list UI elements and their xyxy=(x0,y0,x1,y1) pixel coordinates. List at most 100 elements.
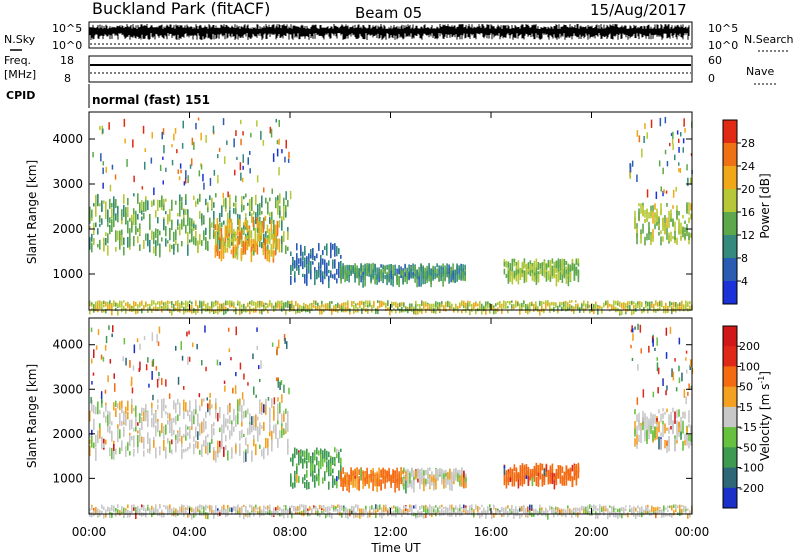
echo-cell xyxy=(386,470,388,477)
echo-cell xyxy=(199,233,201,245)
echo-cell xyxy=(217,412,219,422)
scatter-cell xyxy=(671,368,673,378)
echo-cell xyxy=(433,474,435,483)
echo-cell xyxy=(371,505,373,510)
scatter-cell xyxy=(286,341,288,349)
echo-cell xyxy=(398,275,400,288)
scatter-cell xyxy=(276,140,279,145)
echo-cell xyxy=(639,508,641,515)
echo-cell xyxy=(277,411,279,420)
echo-cell xyxy=(663,307,665,311)
echo-cell xyxy=(221,211,223,217)
echo-cell xyxy=(219,447,221,453)
echo-cell xyxy=(119,429,121,439)
echo-cell xyxy=(295,309,297,315)
echo-cell xyxy=(368,477,370,488)
echo-cell xyxy=(333,509,335,512)
echo-cell xyxy=(279,506,281,511)
echo-cell xyxy=(421,511,423,514)
echo-cell xyxy=(646,208,648,215)
echo-cell xyxy=(317,302,319,307)
scatter-cell xyxy=(258,365,260,370)
echo-cell xyxy=(285,408,287,414)
echo-cell xyxy=(141,420,143,426)
echo-cell xyxy=(255,504,257,510)
echo-cell xyxy=(235,202,237,209)
echo-cell xyxy=(133,236,135,247)
echo-cell xyxy=(149,224,151,228)
echo-cell xyxy=(129,432,131,437)
echo-cell xyxy=(263,305,265,308)
echo-cell xyxy=(441,301,443,304)
echo-cell xyxy=(215,509,217,515)
echo-cell xyxy=(245,213,247,217)
echo-cell xyxy=(278,220,281,228)
echo-cell xyxy=(451,512,453,517)
echo-cell xyxy=(301,504,303,508)
echo-cell xyxy=(197,508,199,512)
echo-cell xyxy=(199,425,201,436)
scatter-cell xyxy=(636,174,638,182)
echo-cell xyxy=(451,504,453,511)
echo-cell xyxy=(352,475,354,488)
echo-cell xyxy=(326,270,328,277)
echo-cell xyxy=(175,200,177,205)
echo-cell xyxy=(621,304,623,309)
echo-cell xyxy=(621,302,623,306)
echo-cell xyxy=(519,303,521,309)
echo-cell xyxy=(577,306,579,310)
echo-cell xyxy=(205,227,207,236)
echo-cell xyxy=(467,510,469,515)
colorbar-tick-label: 16 xyxy=(741,206,755,219)
echo-cell xyxy=(145,513,147,518)
echo-cell xyxy=(685,510,687,514)
echo-cell xyxy=(163,200,165,211)
echo-cell xyxy=(547,302,549,307)
echo-cell xyxy=(634,216,636,229)
echo-cell xyxy=(533,512,535,517)
nave-label: Nave xyxy=(746,65,774,78)
echo-cell xyxy=(515,269,518,276)
echo-cell xyxy=(195,399,197,410)
echo-cell xyxy=(257,204,259,217)
echo-cell xyxy=(135,213,137,226)
echo-cell xyxy=(231,300,233,304)
echo-cell xyxy=(617,513,619,519)
echo-cell xyxy=(249,504,251,508)
echo-cell xyxy=(669,301,671,306)
echo-cell xyxy=(171,306,173,309)
echo-cell xyxy=(111,505,113,511)
echo-cell xyxy=(547,273,550,281)
echo-cell xyxy=(310,260,312,272)
echo-cell xyxy=(261,195,263,208)
echo-cell xyxy=(189,239,191,243)
echo-cell xyxy=(137,442,139,454)
echo-cell xyxy=(374,275,376,285)
echo-cell xyxy=(328,451,330,458)
echo-cell xyxy=(328,260,330,266)
echo-cell xyxy=(648,426,650,440)
echo-cell xyxy=(315,308,317,311)
scatter-cell xyxy=(91,381,93,385)
echo-cell xyxy=(338,248,340,254)
echo-cell xyxy=(173,507,175,514)
echo-cell xyxy=(505,264,508,268)
echo-cell xyxy=(533,272,536,276)
scatter-cell xyxy=(662,167,664,175)
echo-cell xyxy=(199,302,201,308)
scatter-cell xyxy=(659,117,662,127)
echo-cell xyxy=(450,267,452,274)
echo-cell xyxy=(675,302,677,308)
echo-cell xyxy=(427,467,429,480)
echo-cell xyxy=(283,231,285,243)
echo-cell xyxy=(287,509,289,512)
echo-cell xyxy=(483,305,485,312)
echo-cell xyxy=(611,305,613,311)
echo-cell xyxy=(262,242,265,252)
echo-cell xyxy=(302,251,304,261)
echo-cell xyxy=(245,193,247,198)
scatter-cell xyxy=(255,394,257,398)
echo-cell xyxy=(334,447,336,453)
echo-cell xyxy=(237,226,239,231)
echo-cell xyxy=(209,442,211,453)
